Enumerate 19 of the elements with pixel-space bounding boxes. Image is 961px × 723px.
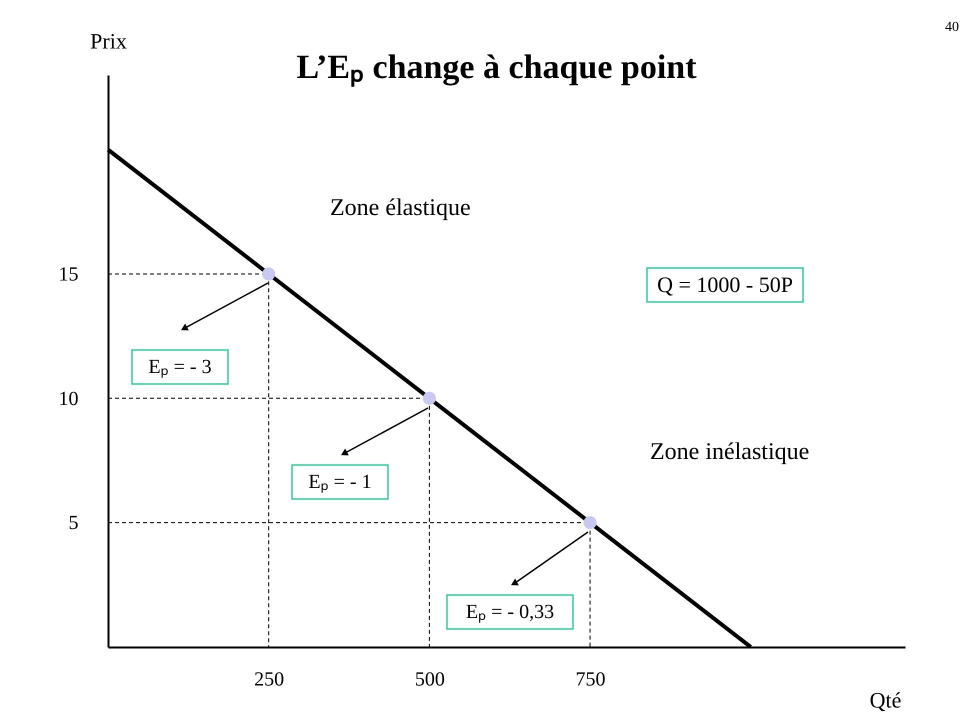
annotation: Eₚ = - 1	[308, 471, 372, 493]
annotation: Zone inélastique	[650, 439, 810, 465]
text: 40	[945, 20, 959, 35]
x-axis-title: Qté	[870, 688, 902, 712]
y-tick-label: 10	[58, 388, 78, 410]
x-tick-label: 750	[576, 668, 606, 690]
annotation: Q = 1000 - 50P	[657, 272, 793, 297]
annotation: Eₚ = - 3	[148, 356, 212, 378]
annotation: Eₚ = - 0,33	[466, 601, 554, 623]
chart-title: L’Eₚ change à chaque point	[296, 49, 698, 87]
annotation: Zone élastique	[330, 195, 471, 221]
point	[422, 392, 436, 405]
x-tick-label: 500	[414, 668, 445, 690]
point	[584, 516, 597, 530]
y-tick-label: 5	[68, 512, 78, 534]
y-tick-label: 15	[58, 263, 78, 286]
y-axis-title: Prix	[90, 28, 127, 54]
x-tick-label: 250	[254, 668, 284, 690]
point	[262, 267, 276, 280]
